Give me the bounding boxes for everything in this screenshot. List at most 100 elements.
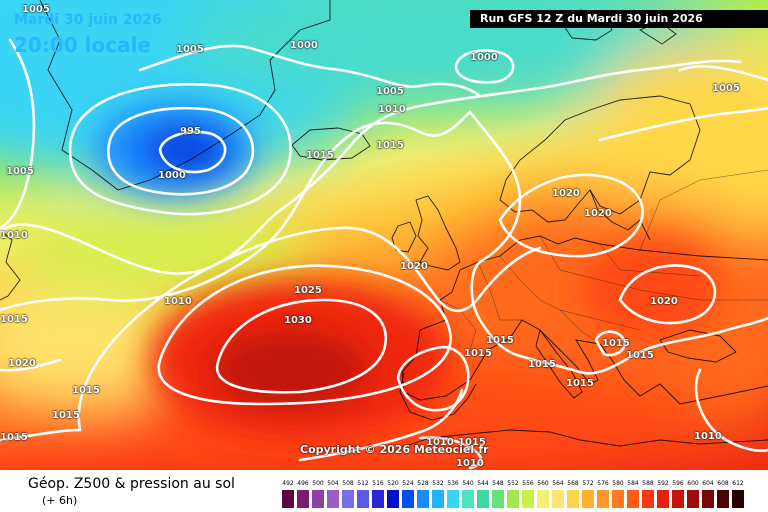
isobar-label: 1010 xyxy=(694,431,722,442)
legend-tick-label: 580 xyxy=(612,480,624,487)
legend-swatch xyxy=(447,490,459,508)
isobar-label: 1015 xyxy=(458,437,486,448)
legend-tick-label: 564 xyxy=(552,480,564,487)
legend-tick-label: 508 xyxy=(342,480,354,487)
legend-swatch xyxy=(672,490,684,508)
isobar-1015-europe xyxy=(468,110,768,375)
geopotential-field xyxy=(0,0,768,470)
legend-tick-label: 572 xyxy=(582,480,594,487)
legend-item: 536 xyxy=(447,480,459,510)
coast-scandinavia xyxy=(499,95,701,223)
isobar-label: 1000 xyxy=(290,40,318,51)
legend-tick-label: 528 xyxy=(417,480,429,487)
coast-iberia xyxy=(399,371,477,421)
legend-tick-label: 512 xyxy=(357,480,369,487)
isobar-1010 xyxy=(0,59,742,275)
legend-tick-label: 532 xyxy=(432,480,444,487)
legend-swatch xyxy=(357,490,369,508)
legend-swatch xyxy=(732,490,744,508)
legend-swatch xyxy=(297,490,309,508)
legend-swatch xyxy=(657,490,669,508)
legend-item: 600 xyxy=(687,480,699,510)
coast-great-britain xyxy=(415,195,461,271)
legend-swatch xyxy=(702,490,714,508)
legend-tick-label: 516 xyxy=(372,480,384,487)
isobar-label: 1015 xyxy=(602,338,630,349)
legend-swatch xyxy=(507,490,519,508)
legend-tick-label: 524 xyxy=(402,480,414,487)
isobar-1000-low xyxy=(107,106,255,196)
isobar-1015-balkan xyxy=(594,330,626,357)
legend-swatch xyxy=(642,490,654,508)
coast-ireland xyxy=(391,221,417,253)
isobar-1015-south xyxy=(0,388,464,462)
legend-item: 552 xyxy=(507,480,519,510)
legend-swatch xyxy=(582,490,594,508)
legend-tick-label: 576 xyxy=(597,480,609,487)
isobars xyxy=(0,38,768,470)
legend-swatch xyxy=(462,490,474,508)
legend-tick-label: 588 xyxy=(642,480,654,487)
isobar-label: 1015 xyxy=(52,410,80,421)
isobar-label: 1015 xyxy=(486,335,514,346)
isobar-1005-ne xyxy=(678,65,768,82)
legend-tick-label: 556 xyxy=(522,480,534,487)
legend-swatch xyxy=(717,490,729,508)
isobar-label: 995 xyxy=(180,126,201,137)
legend-item: 528 xyxy=(417,480,429,510)
copyright-notice: Copyright © 2026 Meteociel.fr xyxy=(300,443,489,456)
legend-item: 560 xyxy=(537,480,549,510)
isobar-label: 1025 xyxy=(294,285,322,296)
legend-swatch xyxy=(402,490,414,508)
legend-swatch xyxy=(477,490,489,508)
coast-greenland xyxy=(39,0,331,191)
legend-swatch xyxy=(342,490,354,508)
isobar-1020-east xyxy=(618,264,717,325)
legend-swatch xyxy=(552,490,564,508)
isobar-label: 1005 xyxy=(712,83,740,94)
legend-item: 596 xyxy=(672,480,684,510)
isobar-label: 1015 xyxy=(626,350,654,361)
legend-tick-label: 504 xyxy=(327,480,339,487)
legend-swatch xyxy=(417,490,429,508)
legend-item: 580 xyxy=(612,480,624,510)
legend-tick-label: 596 xyxy=(672,480,684,487)
coast-north-america xyxy=(0,229,21,301)
legend-swatch xyxy=(282,490,294,508)
isobar-label: 1010 xyxy=(164,296,192,307)
isobar-1020-ridge xyxy=(77,226,542,432)
isobar-label: 1020 xyxy=(584,208,612,219)
legend-swatch xyxy=(312,490,324,508)
legend-item: 548 xyxy=(492,480,504,510)
legend-item: 604 xyxy=(702,480,714,510)
isobar-label: 1015 xyxy=(566,378,594,389)
map-canvas xyxy=(0,0,768,470)
isobar-label: 1020 xyxy=(650,296,678,307)
isobar-1010-east xyxy=(694,368,768,452)
legend-item: 540 xyxy=(462,480,474,510)
coast-iceland xyxy=(291,127,371,161)
isobar-1015-east xyxy=(598,106,768,142)
isobar-label: 1005 xyxy=(176,44,204,55)
legend-tick-label: 520 xyxy=(387,480,399,487)
isobar-label: 1010 xyxy=(378,104,406,115)
isobar-label: 1015 xyxy=(306,150,334,161)
legend-item: 612 xyxy=(732,480,744,510)
isobar-label: 1005 xyxy=(22,4,50,15)
isobar-label: 1015 xyxy=(376,140,404,151)
legend-item: 492 xyxy=(282,480,294,510)
legend-item: 520 xyxy=(387,480,399,510)
map-footer: Géop. Z500 & pression au sol (+ 6h) 492 4… xyxy=(0,470,768,512)
legend-item: 496 xyxy=(297,480,309,510)
legend-item: 564 xyxy=(552,480,564,510)
isobar-label: 1010 xyxy=(456,458,484,469)
legend-item: 576 xyxy=(597,480,609,510)
isobar-label: 1000 xyxy=(158,170,186,181)
legend-tick-label: 496 xyxy=(297,480,309,487)
isobar-1010-med xyxy=(418,436,482,470)
legend-item: 608 xyxy=(717,480,729,510)
isobar-1015-main xyxy=(0,110,472,312)
isobar-label: 1010 xyxy=(426,437,454,448)
legend-tick-label: 612 xyxy=(732,480,744,487)
forecast-lead-time: (+ 6h) xyxy=(42,494,78,507)
